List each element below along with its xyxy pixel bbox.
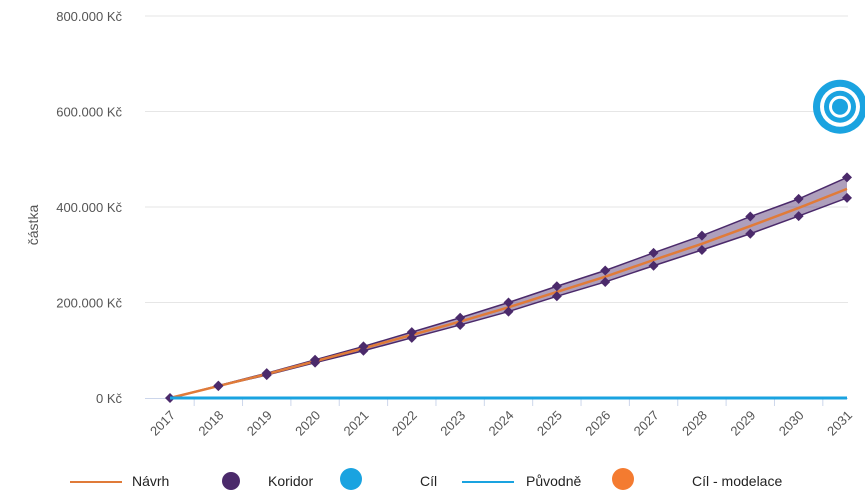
- y-tick-label: 600.000 Kč: [56, 105, 122, 120]
- legend-item-puvodne[interactable]: Původně: [462, 468, 632, 494]
- x-tick-label: 2027: [631, 408, 662, 439]
- y-tick-labels: 0 Kč 200.000 Kč 400.000 Kč 600.000 Kč 800.00…: [56, 9, 122, 406]
- legend-puvodne-label: Původně: [526, 473, 582, 489]
- koridor-lower-point: [842, 192, 852, 203]
- koridor-upper-point: [600, 265, 611, 276]
- grid-lines: [145, 15, 848, 303]
- x-tick-labels: 2017 2018 2019 2020 2021 2022 2023 2024 2025 2026…: [147, 408, 855, 439]
- koridor-lower-point: [310, 357, 321, 368]
- cil-target-center: [832, 98, 848, 115]
- legend-koridor-label: Koridor: [268, 473, 314, 489]
- x-tick-label: 2026: [582, 408, 613, 439]
- legend-navrh-label: Návrh: [132, 473, 170, 489]
- koridor-lower-point: [261, 370, 272, 381]
- legend-cil-modelace-label: Cíl - modelace: [692, 473, 783, 489]
- legend-item-cil-modelace[interactable]: Cíl - modelace: [612, 468, 842, 494]
- y-tick-label: 800.000 Kč: [56, 9, 122, 24]
- koridor-upper-point: [793, 193, 804, 204]
- x-tick-label: 2021: [340, 408, 371, 439]
- x-tick-label: 2029: [727, 408, 758, 439]
- x-tick-label: 2031: [824, 408, 855, 439]
- koridor-upper-point: [551, 281, 562, 292]
- koridor-upper-point: [406, 327, 417, 338]
- koridor-lower-point: [793, 211, 804, 222]
- x-tick-label: 2023: [437, 408, 468, 439]
- koridor-lower-point: [696, 244, 707, 255]
- y-tick-label: 200.000 Kč: [56, 296, 122, 311]
- koridor-upper-point: [455, 312, 466, 323]
- koridor-lower-point: [551, 291, 562, 302]
- koridor-lower-point: [648, 260, 659, 271]
- koridor-upper-line: [169, 176, 848, 399]
- x-tick-label: 2024: [486, 408, 517, 439]
- legend-cil-modelace-dot-icon: [612, 468, 634, 490]
- koridor-upper-point: [503, 297, 514, 308]
- legend-item-koridor[interactable]: Koridor: [222, 468, 342, 494]
- x-tick-label: 2017: [147, 408, 178, 439]
- x-tick-label: 2025: [534, 408, 565, 439]
- series-layer: [165, 79, 865, 403]
- koridor-lower-point: [213, 381, 224, 392]
- legend-item-navrh[interactable]: Návrh: [70, 468, 210, 494]
- koridor-lower-point: [455, 319, 466, 330]
- y-tick-label: 0 Kč: [96, 391, 123, 406]
- x-tick-label: 2030: [776, 408, 807, 439]
- koridor-band: [170, 177, 847, 398]
- koridor-lower-point: [600, 276, 611, 287]
- koridor-lower-point: [406, 332, 417, 343]
- legend: Návrh Koridor Cíl Původně Cíl - modelace: [0, 468, 865, 497]
- x-tick-label: 2019: [244, 408, 275, 439]
- x-tick-label: 2022: [389, 408, 420, 439]
- legend-item-cil[interactable]: Cíl: [340, 468, 480, 494]
- legend-navrh-line-icon: [70, 481, 122, 483]
- x-tick-label: 2028: [679, 408, 710, 439]
- koridor-upper-point: [696, 230, 707, 241]
- koridor-upper-point: [648, 247, 659, 258]
- legend-puvodne-line-icon: [462, 481, 514, 483]
- legend-koridor-dot-icon: [222, 472, 240, 490]
- x-tick-label: 2018: [195, 408, 226, 439]
- y-axis-label: částka: [25, 205, 41, 246]
- koridor-lower-point: [358, 345, 369, 356]
- koridor-upper-point: [745, 211, 756, 222]
- legend-cil-dot-icon: [340, 468, 362, 490]
- koridor-lower-point: [745, 228, 756, 239]
- y-tick-label: 400.000 Kč: [56, 200, 122, 215]
- chart: 0 Kč 200.000 Kč 400.000 Kč 600.000 Kč 800.00…: [25, 9, 865, 439]
- koridor-upper-point: [842, 172, 852, 183]
- x-tick-label: 2020: [292, 408, 323, 439]
- legend-cil-label: Cíl: [420, 473, 438, 489]
- koridor-lower-point: [503, 306, 514, 317]
